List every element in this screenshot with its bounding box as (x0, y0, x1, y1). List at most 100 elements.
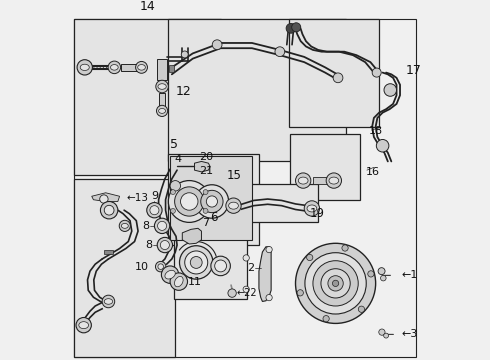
Text: ←3: ←3 (401, 329, 417, 339)
Circle shape (305, 253, 366, 314)
Text: 2: 2 (247, 263, 254, 273)
Circle shape (119, 220, 130, 231)
Circle shape (157, 237, 172, 253)
Circle shape (169, 181, 210, 222)
Circle shape (171, 190, 175, 194)
Circle shape (332, 280, 339, 287)
Polygon shape (92, 193, 120, 202)
Circle shape (304, 201, 319, 216)
Circle shape (328, 276, 343, 291)
Circle shape (358, 306, 365, 312)
FancyBboxPatch shape (74, 179, 175, 356)
Circle shape (161, 266, 179, 283)
Circle shape (156, 105, 168, 117)
Text: 9: 9 (151, 191, 158, 201)
Circle shape (100, 202, 118, 219)
Polygon shape (195, 161, 210, 172)
Circle shape (170, 273, 188, 290)
Ellipse shape (298, 177, 308, 184)
Text: 14: 14 (140, 0, 155, 13)
Circle shape (201, 190, 223, 213)
FancyBboxPatch shape (169, 154, 259, 245)
Text: ←1: ←1 (401, 270, 417, 280)
Circle shape (266, 294, 272, 301)
Ellipse shape (122, 224, 128, 228)
FancyBboxPatch shape (159, 93, 165, 107)
Ellipse shape (80, 64, 89, 71)
Circle shape (102, 295, 115, 308)
Circle shape (136, 62, 147, 73)
Circle shape (108, 61, 121, 74)
Text: ←13: ←13 (126, 193, 148, 203)
Circle shape (378, 268, 385, 275)
Circle shape (381, 275, 386, 281)
Circle shape (384, 333, 389, 338)
Text: 15: 15 (227, 169, 242, 182)
Circle shape (266, 247, 272, 253)
Circle shape (104, 205, 114, 215)
Ellipse shape (307, 205, 317, 212)
Circle shape (313, 261, 358, 306)
Circle shape (203, 208, 208, 213)
Circle shape (154, 218, 170, 234)
FancyBboxPatch shape (289, 19, 379, 127)
Circle shape (158, 264, 164, 269)
Text: 4: 4 (174, 154, 182, 164)
Circle shape (171, 208, 175, 213)
Text: 16: 16 (366, 167, 380, 177)
FancyBboxPatch shape (104, 249, 113, 255)
Circle shape (368, 271, 374, 277)
Text: 11: 11 (188, 276, 201, 287)
Text: 8: 8 (142, 221, 149, 231)
Ellipse shape (111, 64, 118, 70)
Circle shape (376, 139, 389, 152)
Circle shape (155, 261, 166, 272)
Circle shape (150, 206, 159, 215)
FancyBboxPatch shape (121, 63, 140, 71)
FancyBboxPatch shape (157, 59, 167, 80)
Circle shape (160, 240, 170, 249)
FancyBboxPatch shape (290, 134, 360, 200)
Circle shape (156, 80, 169, 93)
Text: 12: 12 (175, 85, 191, 98)
Circle shape (333, 73, 343, 83)
Circle shape (379, 329, 385, 335)
Circle shape (295, 173, 311, 188)
Text: 8: 8 (145, 240, 152, 250)
Ellipse shape (329, 177, 339, 184)
FancyBboxPatch shape (313, 177, 330, 184)
Circle shape (372, 68, 381, 77)
Circle shape (326, 173, 342, 188)
Circle shape (77, 60, 93, 75)
Text: 10: 10 (135, 262, 149, 272)
Text: 20: 20 (199, 152, 213, 162)
Circle shape (297, 290, 303, 296)
FancyBboxPatch shape (170, 65, 173, 72)
Circle shape (286, 23, 296, 33)
Circle shape (384, 84, 396, 96)
Text: 17: 17 (405, 64, 421, 77)
Ellipse shape (229, 202, 238, 209)
Polygon shape (182, 228, 201, 244)
Circle shape (243, 255, 249, 261)
Ellipse shape (138, 64, 146, 70)
FancyBboxPatch shape (173, 226, 247, 299)
Circle shape (292, 23, 301, 32)
Circle shape (211, 256, 230, 276)
FancyBboxPatch shape (169, 19, 346, 161)
Circle shape (185, 251, 208, 274)
Circle shape (76, 318, 91, 333)
Circle shape (228, 289, 236, 297)
Circle shape (243, 286, 249, 292)
Circle shape (174, 187, 204, 216)
Ellipse shape (159, 108, 166, 113)
Ellipse shape (174, 276, 183, 287)
Circle shape (342, 245, 348, 251)
Circle shape (147, 203, 162, 218)
Circle shape (206, 196, 218, 207)
Circle shape (100, 195, 108, 203)
Circle shape (190, 257, 202, 268)
FancyBboxPatch shape (74, 19, 416, 356)
Circle shape (158, 221, 167, 230)
Circle shape (170, 181, 180, 191)
